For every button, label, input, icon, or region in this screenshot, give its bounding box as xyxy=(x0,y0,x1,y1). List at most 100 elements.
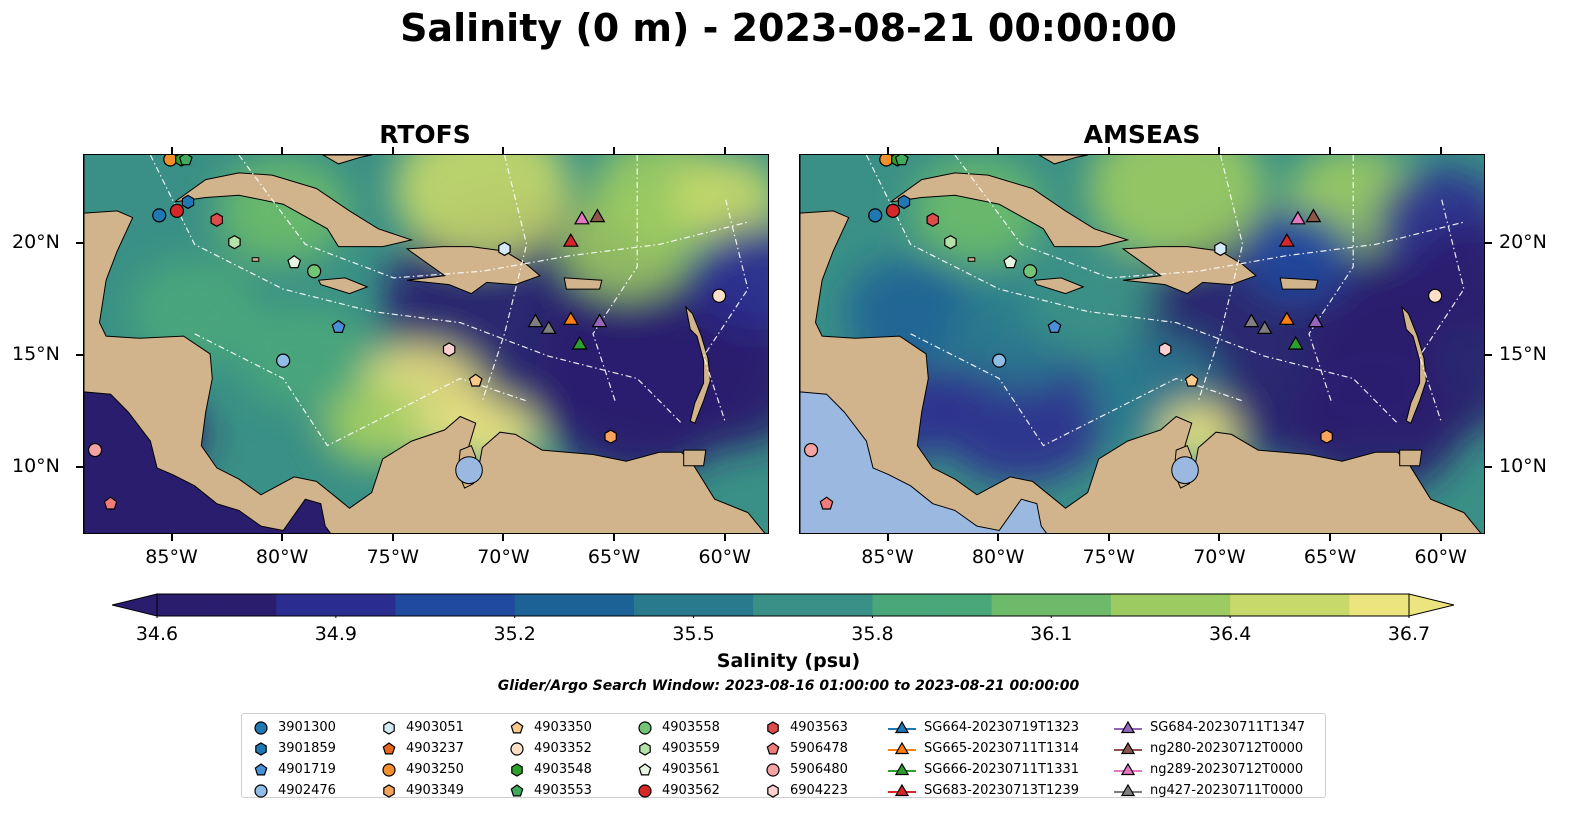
argo-float-5906480 xyxy=(87,442,103,458)
argo-float-4903562 xyxy=(885,203,901,218)
land-hispaniola xyxy=(405,246,541,295)
axis-tick xyxy=(1439,534,1442,541)
argo-float-5906478 xyxy=(103,496,118,510)
lon-tick-label: 70°W xyxy=(1193,546,1246,568)
argo-float-3901300 xyxy=(152,208,167,223)
argo-float-4903250 xyxy=(163,155,178,167)
glider-ng289-20230712T0000 xyxy=(1289,210,1306,225)
legend-marker-argo xyxy=(767,783,779,798)
legend-marker-glider xyxy=(894,720,910,733)
colorbar-segment xyxy=(276,594,337,616)
lat-tick-label-left: 10°N xyxy=(12,454,60,477)
axis-tick xyxy=(1485,242,1492,245)
axis-tick xyxy=(170,534,173,541)
legend-column: 3901300 3901859 4901719 4902476 xyxy=(252,717,336,801)
legend-item-4902476: 4902476 xyxy=(252,780,336,801)
map-svg-amseas xyxy=(800,155,1484,533)
argo-float-6904223 xyxy=(1158,342,1172,357)
axis-tick xyxy=(391,147,394,154)
legend-swatch xyxy=(383,720,395,735)
colorbar-tick-label: 35.8 xyxy=(851,623,894,645)
axis-tick xyxy=(1218,534,1221,541)
legend-label: 4903559 xyxy=(662,741,720,756)
axis-tick xyxy=(281,534,284,541)
legend-marker-argo xyxy=(382,741,396,754)
legend-label: 4903349 xyxy=(406,783,464,798)
argo-float-4903350 xyxy=(468,373,483,387)
legend-swatch xyxy=(1114,741,1142,754)
argo-float-4903558 xyxy=(1023,264,1038,279)
legend-item-SG684-20230711T1347: SG684-20230711T1347 xyxy=(1114,717,1305,738)
argo-float-4902476 xyxy=(276,353,291,368)
map-panel-rtofs xyxy=(83,154,769,534)
argo-float-4903558 xyxy=(307,264,322,279)
legend-item-6904223: 6904223 xyxy=(764,780,848,801)
legend-label: SG665-20230711T1314 xyxy=(924,741,1080,756)
salinity-field-blob xyxy=(1021,246,1155,354)
legend-item-4903558: 4903558 xyxy=(636,717,720,738)
legend-label: 5906480 xyxy=(790,762,848,777)
legend-label: 6904223 xyxy=(790,783,848,798)
argo-float-4903563 xyxy=(926,212,939,227)
legend-swatch xyxy=(254,720,268,735)
argo-float-4903553 xyxy=(178,155,193,166)
legend-marker-argo xyxy=(510,741,524,756)
land-pacific xyxy=(800,391,1047,533)
axis-tick xyxy=(613,534,616,541)
lake-maracaibo xyxy=(1171,456,1199,485)
legend-swatch xyxy=(1114,762,1142,775)
legend-swatch xyxy=(510,783,524,796)
glider-SG664-20230719T1323 xyxy=(1243,313,1260,328)
legend-swatch xyxy=(1114,720,1142,733)
figure-title: Salinity (0 m) - 2023-08-21 00:00:00 xyxy=(400,6,1177,50)
legend-marker-glider xyxy=(894,741,910,754)
legend-item-3901300: 3901300 xyxy=(252,717,336,738)
colorbar-segment xyxy=(1289,594,1350,616)
lon-tick-label: 75°W xyxy=(366,546,420,568)
legend-label: ng280-20230712T0000 xyxy=(1150,741,1304,756)
land-cuba xyxy=(890,172,1130,248)
map-svg-rtofs xyxy=(84,155,768,533)
lake-maracaibo xyxy=(455,456,483,485)
lat-tick-label-left: 15°N xyxy=(12,343,60,366)
axis-tick xyxy=(76,354,83,357)
argo-float-4903051 xyxy=(498,241,511,257)
argo-float-4903051 xyxy=(1214,241,1227,257)
legend-marker-argo xyxy=(639,741,651,756)
lat-tick-label-left: 20°N xyxy=(12,231,60,254)
argo-float-4903563 xyxy=(210,212,223,227)
lon-tick-label: 65°W xyxy=(587,546,641,568)
legend-item-4903051: 4903051 xyxy=(380,717,464,738)
legend-item-5906478: 5906478 xyxy=(764,738,848,759)
legend-item-ng427-20230711T0000: ng427-20230711T0000 xyxy=(1114,780,1305,801)
legend-marker-glider xyxy=(1120,783,1136,796)
salinity-field-blob xyxy=(1408,224,1484,332)
argo-float-4903350 xyxy=(1184,373,1199,387)
eez-boundary xyxy=(481,155,528,402)
colorbar-tick-label: 34.6 xyxy=(135,623,179,645)
salinity-field-blob xyxy=(692,224,768,332)
salinity-field-blob xyxy=(637,307,768,451)
colorbar-segment xyxy=(932,594,993,616)
axis-tick xyxy=(170,147,173,154)
legend-label: SG664-20230719T1323 xyxy=(924,720,1080,735)
legend-swatch xyxy=(638,720,652,735)
colorbar-extend-high xyxy=(1408,593,1454,617)
lon-tick-label: 85°W xyxy=(861,546,914,568)
lon-tick-label: 75°W xyxy=(1082,546,1136,568)
legend-marker-glider xyxy=(894,762,910,775)
axis-tick xyxy=(1485,465,1492,468)
eez-boundary xyxy=(149,155,682,424)
glider-SG684-20230711T1347 xyxy=(591,313,608,328)
glider-SG664-20230719T1323 xyxy=(527,313,544,328)
lon-tick-label: 80°W xyxy=(255,546,309,568)
axis-tick xyxy=(1107,534,1110,541)
legend-item-ng280-20230712T0000: ng280-20230712T0000 xyxy=(1114,738,1305,759)
legend-swatch xyxy=(254,762,268,775)
eez-boundary xyxy=(1418,199,1465,424)
axis-tick xyxy=(391,534,394,541)
land-trinidad xyxy=(1399,449,1423,467)
legend-label: 4903548 xyxy=(534,762,592,777)
legend-swatch xyxy=(888,741,916,754)
colorbar-segment xyxy=(1051,594,1112,616)
